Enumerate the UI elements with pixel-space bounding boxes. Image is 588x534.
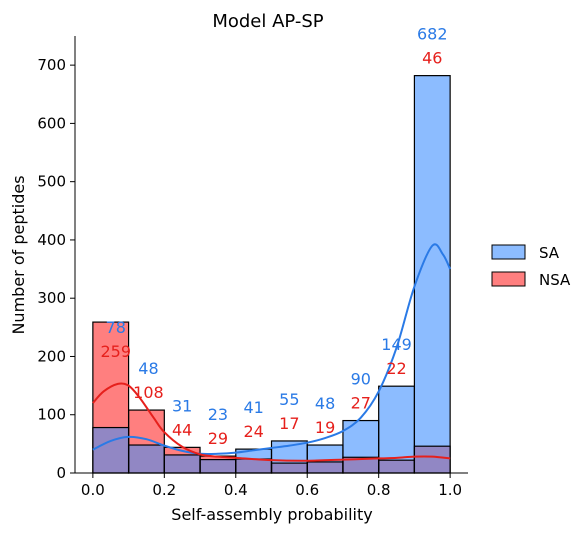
sa-count-label-6: 48 bbox=[315, 394, 335, 413]
chart-title: Model AP-SP bbox=[212, 11, 323, 32]
y-tick-label-3: 300 bbox=[37, 289, 66, 307]
x-tick-label-4: 0.8 bbox=[367, 481, 391, 499]
nsa-count-label-7: 27 bbox=[351, 394, 371, 413]
sa-bar-8 bbox=[378, 386, 415, 461]
overlap-bar-4 bbox=[235, 459, 272, 473]
sa-count-label-2: 31 bbox=[172, 396, 192, 415]
legend-label-sa: SA bbox=[539, 244, 560, 262]
legend-swatch-sa bbox=[491, 244, 526, 260]
y-tick-label-6: 600 bbox=[37, 114, 66, 132]
sa-kde-line bbox=[92, 243, 452, 456]
sa-bar-4 bbox=[235, 449, 272, 460]
overlap-bar-9 bbox=[414, 446, 451, 473]
nsa-count-label-5: 17 bbox=[279, 414, 299, 433]
overlap-bars bbox=[92, 427, 451, 473]
legend-label-nsa: NSA bbox=[539, 271, 571, 289]
tick-labels: 0 100 200 300 400 500 600 700 0.0 0.2 0.4 0.6 0.8 1.0 bbox=[37, 56, 462, 499]
sa-bar-7 bbox=[342, 420, 379, 458]
nsa-count-label-9: 46 bbox=[422, 49, 442, 68]
nsa-bar-3 bbox=[200, 456, 236, 460]
overlap-bar-7 bbox=[342, 457, 379, 473]
sa-bar-9 bbox=[414, 75, 451, 447]
nsa-count-label-1: 108 bbox=[133, 383, 164, 402]
nsa-count-label-3: 29 bbox=[208, 429, 228, 448]
overlap-bar-0 bbox=[92, 427, 129, 473]
sa-count-label-3: 23 bbox=[208, 405, 228, 424]
y-tick-label-2: 200 bbox=[37, 347, 66, 365]
y-tick-label-4: 400 bbox=[37, 231, 66, 249]
sa-bar-6 bbox=[307, 445, 343, 462]
nsa-count-label-6: 19 bbox=[315, 418, 335, 437]
legend-swatch-nsa bbox=[491, 271, 526, 287]
y-axis-label: Number of peptides bbox=[9, 175, 28, 334]
y-tick-label-7: 700 bbox=[37, 56, 66, 74]
x-tick-label-5: 1.0 bbox=[438, 481, 462, 499]
y-tick-label-1: 100 bbox=[37, 406, 66, 424]
kde-lines bbox=[92, 243, 452, 462]
sa-count-label-4: 41 bbox=[243, 398, 263, 417]
sa-count-label-8: 149 bbox=[381, 335, 412, 354]
overlap-bar-6 bbox=[307, 461, 343, 473]
sa-count-label-5: 55 bbox=[279, 390, 299, 409]
sa-count-label-7: 90 bbox=[351, 370, 371, 389]
x-tick-label-2: 0.4 bbox=[224, 481, 248, 499]
sa-count-label-1: 48 bbox=[138, 359, 158, 378]
legend: SA NSA bbox=[491, 244, 571, 289]
y-tick-label-0: 0 bbox=[56, 464, 66, 482]
x-tick-label-0: 0.0 bbox=[81, 481, 105, 499]
x-tick-label-3: 0.6 bbox=[295, 481, 319, 499]
sa-bars bbox=[235, 75, 451, 464]
x-tick-label-1: 0.2 bbox=[152, 481, 176, 499]
nsa-count-label-0: 259 bbox=[100, 342, 131, 361]
sa-count-label-9: 682 bbox=[417, 25, 448, 44]
nsa-count-label-8: 22 bbox=[386, 359, 406, 378]
nsa-count-label-4: 24 bbox=[243, 422, 263, 441]
nsa-bar-0 bbox=[92, 322, 129, 428]
y-tick-label-5: 500 bbox=[37, 173, 66, 191]
x-axis-label: Self-assembly probability bbox=[171, 505, 372, 524]
overlap-bar-8 bbox=[378, 460, 415, 473]
nsa-count-label-2: 44 bbox=[172, 420, 192, 439]
nsa-kde-line bbox=[92, 382, 451, 462]
axes bbox=[70, 36, 468, 478]
overlap-bar-1 bbox=[128, 445, 165, 473]
sa-count-label-0: 78 bbox=[106, 318, 126, 337]
overlap-bar-2 bbox=[164, 454, 201, 473]
bin-annotations: 78 259 48 108 31 44 23 29 41 24 55 17 48 19 90 27 149 22 6… bbox=[100, 25, 447, 448]
overlap-bar-5 bbox=[271, 463, 308, 473]
overlap-bar-3 bbox=[200, 459, 236, 473]
